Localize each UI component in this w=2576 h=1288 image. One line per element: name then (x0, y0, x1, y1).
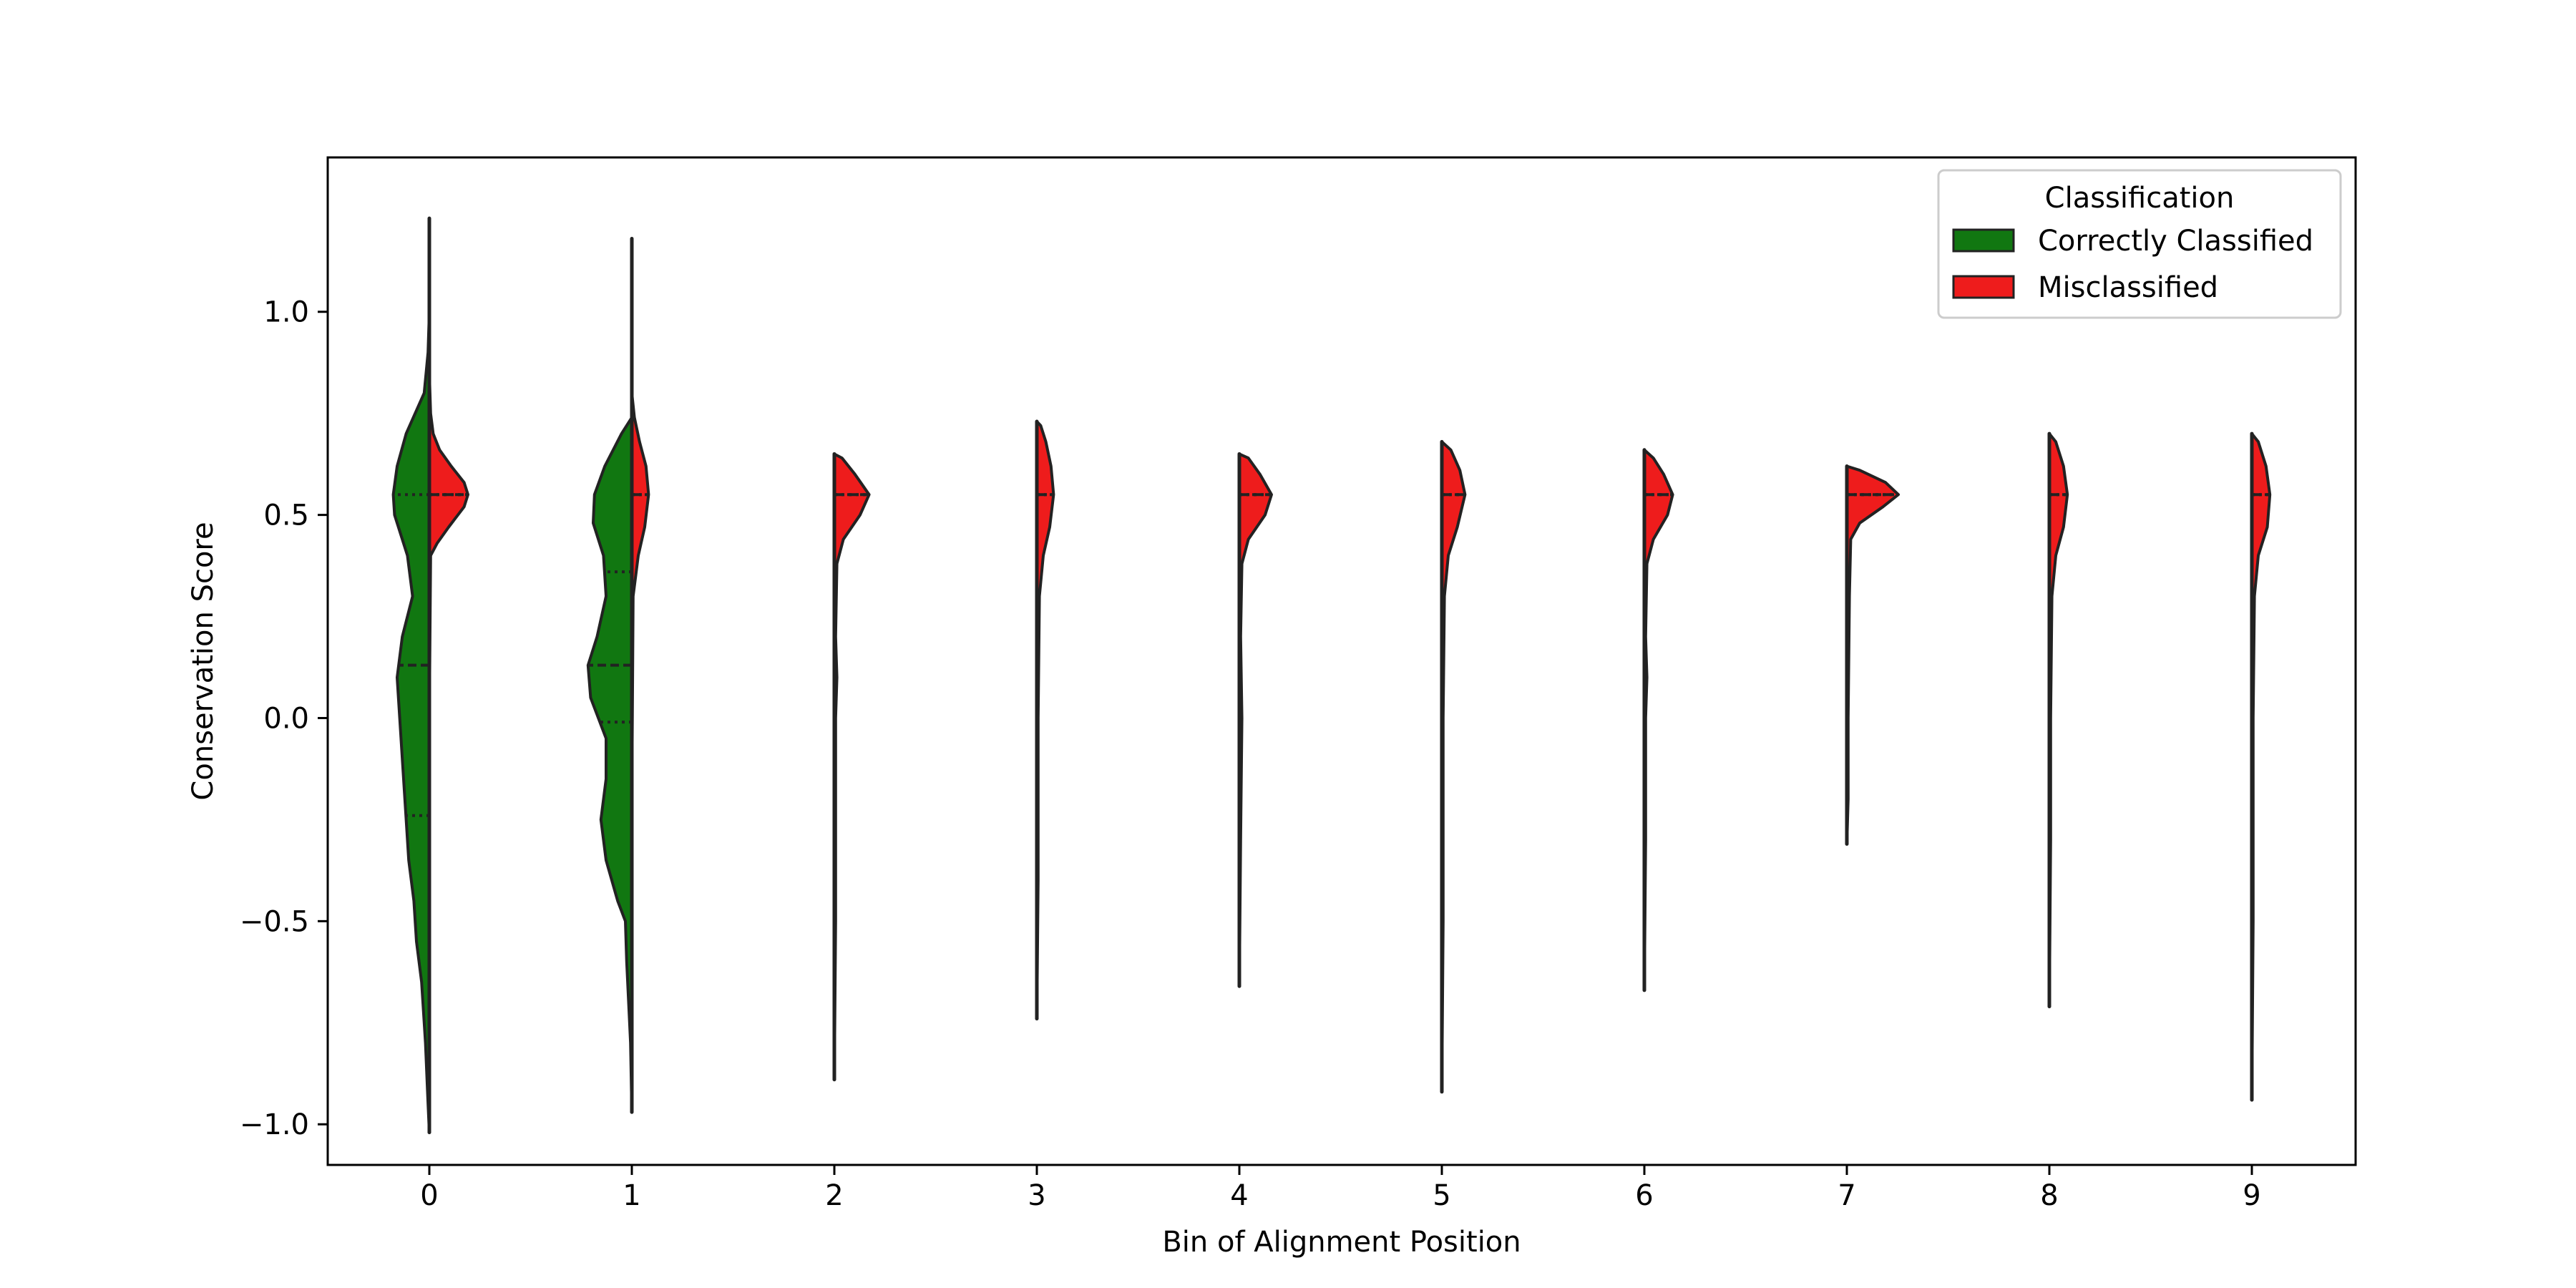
y-tick-label: −1.0 (240, 1108, 309, 1141)
legend[interactable]: Classification Correctly Classified Misc… (1937, 169, 2342, 319)
x-axis: 0 1 2 3 4 5 6 7 8 9 (420, 1165, 2261, 1212)
x-tick-label: 3 (1028, 1179, 1045, 1212)
plot-area (391, 216, 2272, 1135)
x-tick-label: 0 (420, 1179, 438, 1212)
x-tick-label: 9 (2243, 1179, 2260, 1212)
y-tick-label: −0.5 (240, 905, 309, 938)
legend-swatch-misclassified (1952, 275, 2015, 299)
legend-label-misclassified: Misclassified (2038, 271, 2218, 304)
violin-correct-bin-1 (586, 416, 633, 1114)
legend-label-correctly-classified: Correctly Classified (2038, 225, 2313, 258)
y-tick-label: 1.0 (263, 296, 309, 329)
y-axis-title: Conservation Score (187, 522, 220, 800)
y-tick-label: 0.5 (263, 499, 309, 532)
y-axis: 1.0 0.5 0.0 −0.5 −1.0 (240, 296, 328, 1141)
x-tick-label: 5 (1433, 1179, 1450, 1212)
x-tick-label: 6 (1635, 1179, 1653, 1212)
x-tick-label: 8 (2040, 1179, 2058, 1212)
legend-swatch-correctly-classified (1952, 228, 2015, 253)
violin-misclassified-bin-4 (1238, 452, 1273, 988)
x-tick-label: 7 (1838, 1179, 1855, 1212)
x-tick-label: 1 (623, 1179, 640, 1212)
plot-frame (326, 156, 2357, 1166)
x-tick-label: 4 (1230, 1179, 1248, 1212)
y-tick-label: 0.0 (263, 702, 309, 735)
violin-correct-bin-0 (391, 217, 431, 1134)
x-axis-title: Bin of Alignment Position (1162, 1226, 1521, 1259)
x-tick-label: 2 (825, 1179, 843, 1212)
legend-title: Classification (2045, 182, 2235, 215)
legend-box (1937, 169, 2342, 319)
